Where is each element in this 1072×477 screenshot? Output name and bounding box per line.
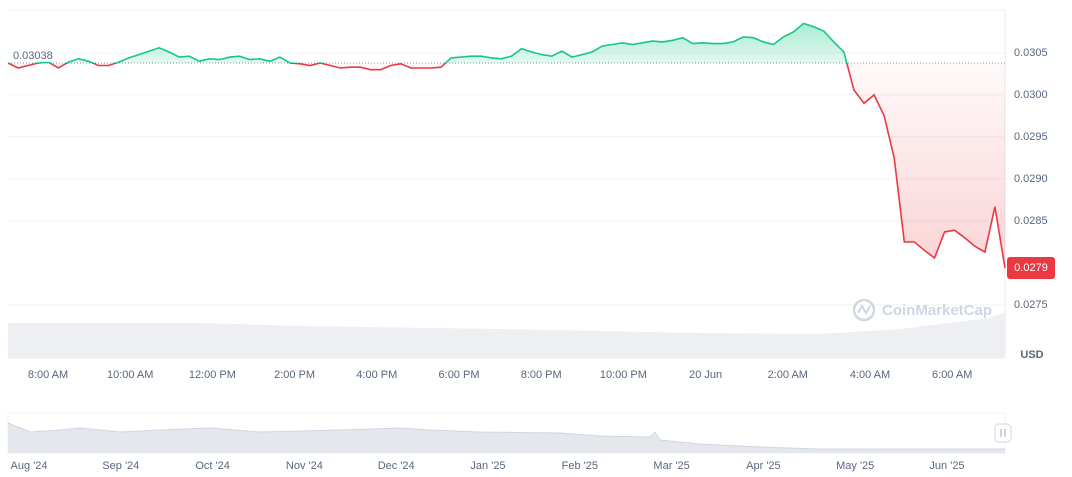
x-tick-label: 20 Jun	[689, 369, 722, 381]
navigator-label: Apr '25	[746, 460, 781, 472]
x-tick-label: 2:00 PM	[274, 369, 315, 381]
reference-label-bg	[10, 47, 60, 62]
navigator-label: Nov '24	[286, 460, 323, 472]
navigator-label: May '25	[836, 460, 874, 472]
y-tick-label: 0.0305	[1014, 47, 1048, 59]
last-price-box	[1007, 257, 1055, 280]
y-tick-label: 0.0290	[1014, 173, 1048, 185]
area-down	[8, 62, 1005, 269]
x-tick-label: 8:00 PM	[521, 369, 562, 381]
x-tick-label: 2:00 AM	[768, 369, 808, 381]
navigator-handle[interactable]	[994, 423, 1012, 443]
y-tick-label: 0.0275	[1014, 299, 1048, 311]
navigator-label: Oct '24	[195, 460, 230, 472]
x-tick-label: 10:00 PM	[600, 369, 647, 381]
navigator-label: Mar '25	[653, 460, 689, 472]
volume-bars	[8, 312, 1005, 358]
plot: 0.03038	[7, 22, 1006, 269]
navigator-label: Feb '25	[562, 460, 598, 472]
x-tick-label: 4:00 AM	[850, 369, 890, 381]
y-tick-label: 0.0285	[1014, 215, 1048, 227]
unit-label: USD	[1020, 349, 1043, 361]
area-up	[8, 23, 1005, 63]
x-tick-label: 12:00 PM	[189, 369, 236, 381]
last-price-label: 0.0279	[1014, 262, 1048, 274]
watermark: CoinMarketCap	[852, 298, 992, 322]
watermark-text: CoinMarketCap	[882, 302, 992, 319]
x-tick-label: 8:00 AM	[28, 369, 68, 381]
price-line-up	[8, 22, 848, 63]
navigator-label: Dec '24	[378, 460, 415, 472]
x-tick-label: 10:00 AM	[107, 369, 153, 381]
x-tick-label: 6:00 PM	[439, 369, 480, 381]
reference-label: 0.03038	[13, 50, 53, 62]
navigator-label: Sep '24	[102, 460, 139, 472]
x-tick-label: 6:00 AM	[932, 369, 972, 381]
y-tick-label: 0.0295	[1014, 131, 1048, 143]
y-tick-label: 0.0300	[1014, 89, 1048, 101]
navigator-labels: Aug '24 Sep '24 Oct '24 Nov '24 Dec '24 Jan '…	[11, 460, 965, 472]
x-tick-label: 4:00 PM	[356, 369, 397, 381]
navigator	[7, 412, 1012, 454]
navigator-label: Jun '25	[929, 460, 964, 472]
navigator-label: Jan '25	[470, 460, 505, 472]
navigator-label: Aug '24	[11, 460, 48, 472]
